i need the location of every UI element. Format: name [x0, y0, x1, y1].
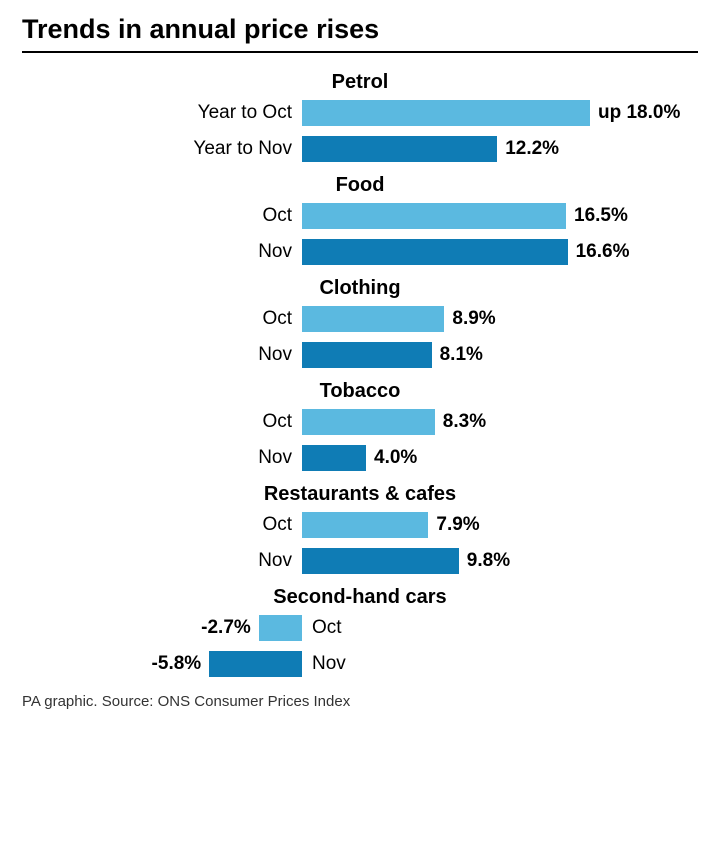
bar-value: 4.0%: [374, 447, 417, 469]
bar: [302, 512, 428, 538]
bar-label: Oct: [22, 411, 292, 433]
bar-label: Nov: [22, 550, 292, 572]
bar-row: Nov -5.8%: [22, 649, 698, 679]
group-title: Second-hand cars: [22, 586, 698, 609]
bar: [302, 136, 497, 162]
bar-row: Oct 8.9%: [22, 304, 698, 334]
group-title: Petrol: [22, 71, 698, 94]
bar: [302, 445, 366, 471]
bar-label: Year to Oct: [22, 102, 292, 124]
chart-group: Restaurants & cafes Oct 7.9% Nov 9.8%: [22, 483, 698, 576]
group-title: Clothing: [22, 277, 698, 300]
bar-value: 16.6%: [576, 241, 630, 263]
chart-title: Trends in annual price rises: [22, 14, 698, 53]
bar-value: -5.8%: [22, 653, 201, 675]
bar-value: up 18.0%: [598, 102, 680, 124]
chart-group: Tobacco Oct 8.3% Nov 4.0%: [22, 380, 698, 473]
group-title: Tobacco: [22, 380, 698, 403]
chart-group: Food Oct 16.5% Nov 16.6%: [22, 174, 698, 267]
bar-row: Nov 9.8%: [22, 546, 698, 576]
bar-value: -2.7%: [22, 617, 251, 639]
bar-label: Nov: [312, 653, 346, 675]
bar-row: Oct 7.9%: [22, 510, 698, 540]
bar-row: Oct 8.3%: [22, 407, 698, 437]
bar: [302, 100, 590, 126]
chart-body: Petrol Year to Oct up 18.0% Year to Nov 12.2…: [22, 71, 698, 679]
bar-row: Year to Nov 12.2%: [22, 134, 698, 164]
bar: [302, 306, 444, 332]
bar: [302, 548, 459, 574]
bar-row: Nov 16.6%: [22, 237, 698, 267]
bar-label: Oct: [22, 514, 292, 536]
bar-label: Nov: [22, 241, 292, 263]
bar: [302, 203, 566, 229]
bar-value: 7.9%: [436, 514, 479, 536]
bar-row: Nov 8.1%: [22, 340, 698, 370]
bar-label: Nov: [22, 447, 292, 469]
bar-value: 8.9%: [452, 308, 495, 330]
bar-row: Year to Oct up 18.0%: [22, 98, 698, 128]
group-title: Food: [22, 174, 698, 197]
bar-label: Year to Nov: [22, 138, 292, 160]
bar-row: Oct -2.7%: [22, 613, 698, 643]
chart-group: Clothing Oct 8.9% Nov 8.1%: [22, 277, 698, 370]
bar: [259, 615, 302, 641]
bar-label: Oct: [22, 205, 292, 227]
bar-label: Oct: [312, 617, 342, 639]
chart-group: Second-hand cars Oct -2.7% Nov -5.8%: [22, 586, 698, 679]
bar: [302, 239, 568, 265]
bar-value: 8.1%: [440, 344, 483, 366]
bar: [302, 342, 432, 368]
chart-group: Petrol Year to Oct up 18.0% Year to Nov 12.2…: [22, 71, 698, 164]
bar-value: 8.3%: [443, 411, 486, 433]
bar-label: Oct: [22, 308, 292, 330]
bar: [209, 651, 302, 677]
group-title: Restaurants & cafes: [22, 483, 698, 506]
bar-value: 16.5%: [574, 205, 628, 227]
bar-value: 12.2%: [505, 138, 559, 160]
bar-row: Oct 16.5%: [22, 201, 698, 231]
bar-value: 9.8%: [467, 550, 510, 572]
bar-row: Nov 4.0%: [22, 443, 698, 473]
bar-label: Nov: [22, 344, 292, 366]
chart-source: PA graphic. Source: ONS Consumer Prices …: [22, 693, 698, 710]
bar: [302, 409, 435, 435]
